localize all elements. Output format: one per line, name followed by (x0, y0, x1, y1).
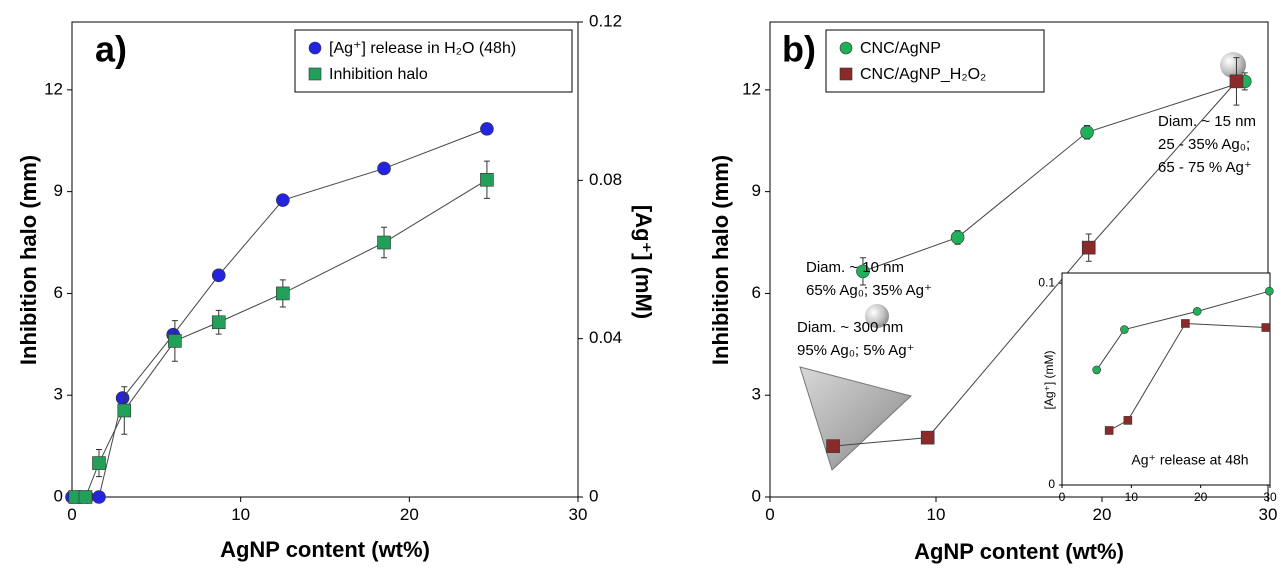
marker (480, 122, 494, 136)
plot-frame (769, 21, 1269, 498)
x-tick-label: 20 (1093, 505, 1112, 524)
annotation: Diam. ~ 15 nm (1158, 113, 1256, 130)
series-line (1108, 322, 1266, 431)
sphere-icon (1220, 52, 1246, 78)
x-tick-label: 30 (569, 505, 588, 524)
marker (115, 391, 130, 405)
y-tick-label: 6 (54, 283, 63, 302)
x-tick-label: 30 (1263, 490, 1277, 504)
marker (1229, 74, 1244, 89)
y-tick-label: 0 (1048, 477, 1055, 491)
marker (1192, 307, 1202, 316)
legend-box (294, 29, 573, 93)
legend-marker (839, 41, 853, 55)
marker (276, 286, 290, 301)
legend-label: [Ag⁺] release in H₂O (48h) (329, 40, 516, 57)
marker (1092, 365, 1101, 375)
y2-axis-label: [Ag⁺] (mM) (631, 205, 656, 319)
legend-marker (308, 67, 322, 81)
legend-label: Inhibition halo (329, 66, 428, 83)
annotation: Diam. ~ 300 nm (797, 319, 903, 336)
y-tick-label: 12 (44, 79, 63, 98)
series-line (862, 80, 1245, 272)
plot-frame (1061, 272, 1271, 486)
marker (1080, 125, 1094, 140)
y-tick-label: 3 (752, 385, 761, 404)
y-tick-label: 0 (752, 486, 761, 505)
marker (1123, 416, 1133, 425)
marker (92, 490, 106, 504)
y-tick-label: 9 (752, 181, 761, 200)
x-tick-label: 30 (1259, 505, 1278, 524)
marker (950, 230, 965, 245)
marker (211, 315, 226, 330)
panel-label: a) (95, 29, 127, 70)
annotation: 95% Ag₀; 5% Ag⁺ (797, 342, 915, 359)
marker (377, 235, 391, 250)
y2-tick-label: 0 (589, 486, 598, 505)
marker (1104, 426, 1114, 435)
x-tick-label: 20 (1194, 490, 1208, 504)
marker (480, 172, 494, 187)
x-axis-label: AgNP content (wt%) (914, 539, 1124, 564)
marker (1081, 240, 1096, 255)
x-axis-label: AgNP content (wt%) (220, 537, 430, 562)
legend-marker (839, 67, 853, 81)
x-tick-label: 20 (400, 505, 419, 524)
y2-tick-label: 0.08 (589, 170, 622, 189)
marker (1181, 319, 1190, 328)
y-tick-label: 0 (54, 486, 63, 505)
marker (168, 334, 182, 348)
y2-tick-label: 0.12 (589, 11, 622, 30)
annotation: Diam. ~ 10 nm (806, 259, 904, 276)
plot-frame (71, 21, 579, 498)
y-axis-label: [Ag⁺] (mM) (1042, 350, 1056, 409)
sphere-icon (865, 304, 889, 328)
marker (826, 439, 840, 453)
y-tick-label: 3 (54, 385, 63, 404)
marker (92, 456, 106, 470)
x-tick-label: 10 (1125, 490, 1139, 504)
panel-label: b) (782, 29, 816, 70)
y2-tick-label: 0.04 (589, 328, 622, 347)
marker (920, 430, 935, 445)
x-tick-label: 0 (67, 505, 76, 524)
series-line (1096, 290, 1270, 371)
legend-label: CNC/AgNP_H₂O₂ (860, 66, 986, 83)
y-tick-label: 0.1 (1038, 275, 1055, 289)
y-tick-label: 6 (752, 283, 761, 302)
annotation: 65 - 75 % Ag⁺ (1158, 159, 1252, 176)
x-tick-label: 0 (1059, 490, 1066, 504)
x-tick-label: 10 (927, 505, 946, 524)
marker (276, 193, 290, 207)
legend-marker (308, 41, 322, 55)
marker (117, 403, 132, 418)
marker (1265, 286, 1274, 296)
annotation: 25 - 35% Ag₀; (1158, 136, 1250, 153)
x-tick-label: 0 (765, 505, 774, 524)
marker (856, 264, 870, 279)
inset-title: Ag⁺ release at 48h (1131, 452, 1248, 468)
x-tick-label: 10 (231, 505, 250, 524)
marker (1120, 325, 1129, 334)
y-tick-label: 9 (54, 181, 63, 200)
series-line (833, 81, 1237, 447)
y-axis-label: Inhibition halo (mm) (16, 155, 41, 365)
y-axis-label: Inhibition halo (mm) (708, 155, 733, 365)
marker (78, 490, 93, 504)
legend-label: CNC/AgNP (860, 40, 941, 57)
legend-box (825, 29, 1045, 93)
marker (211, 268, 226, 283)
annotation: 65% Ag₀; 35% Ag⁺ (806, 282, 932, 299)
marker (1261, 323, 1271, 332)
y-tick-label: 12 (742, 79, 761, 98)
marker (377, 161, 391, 176)
